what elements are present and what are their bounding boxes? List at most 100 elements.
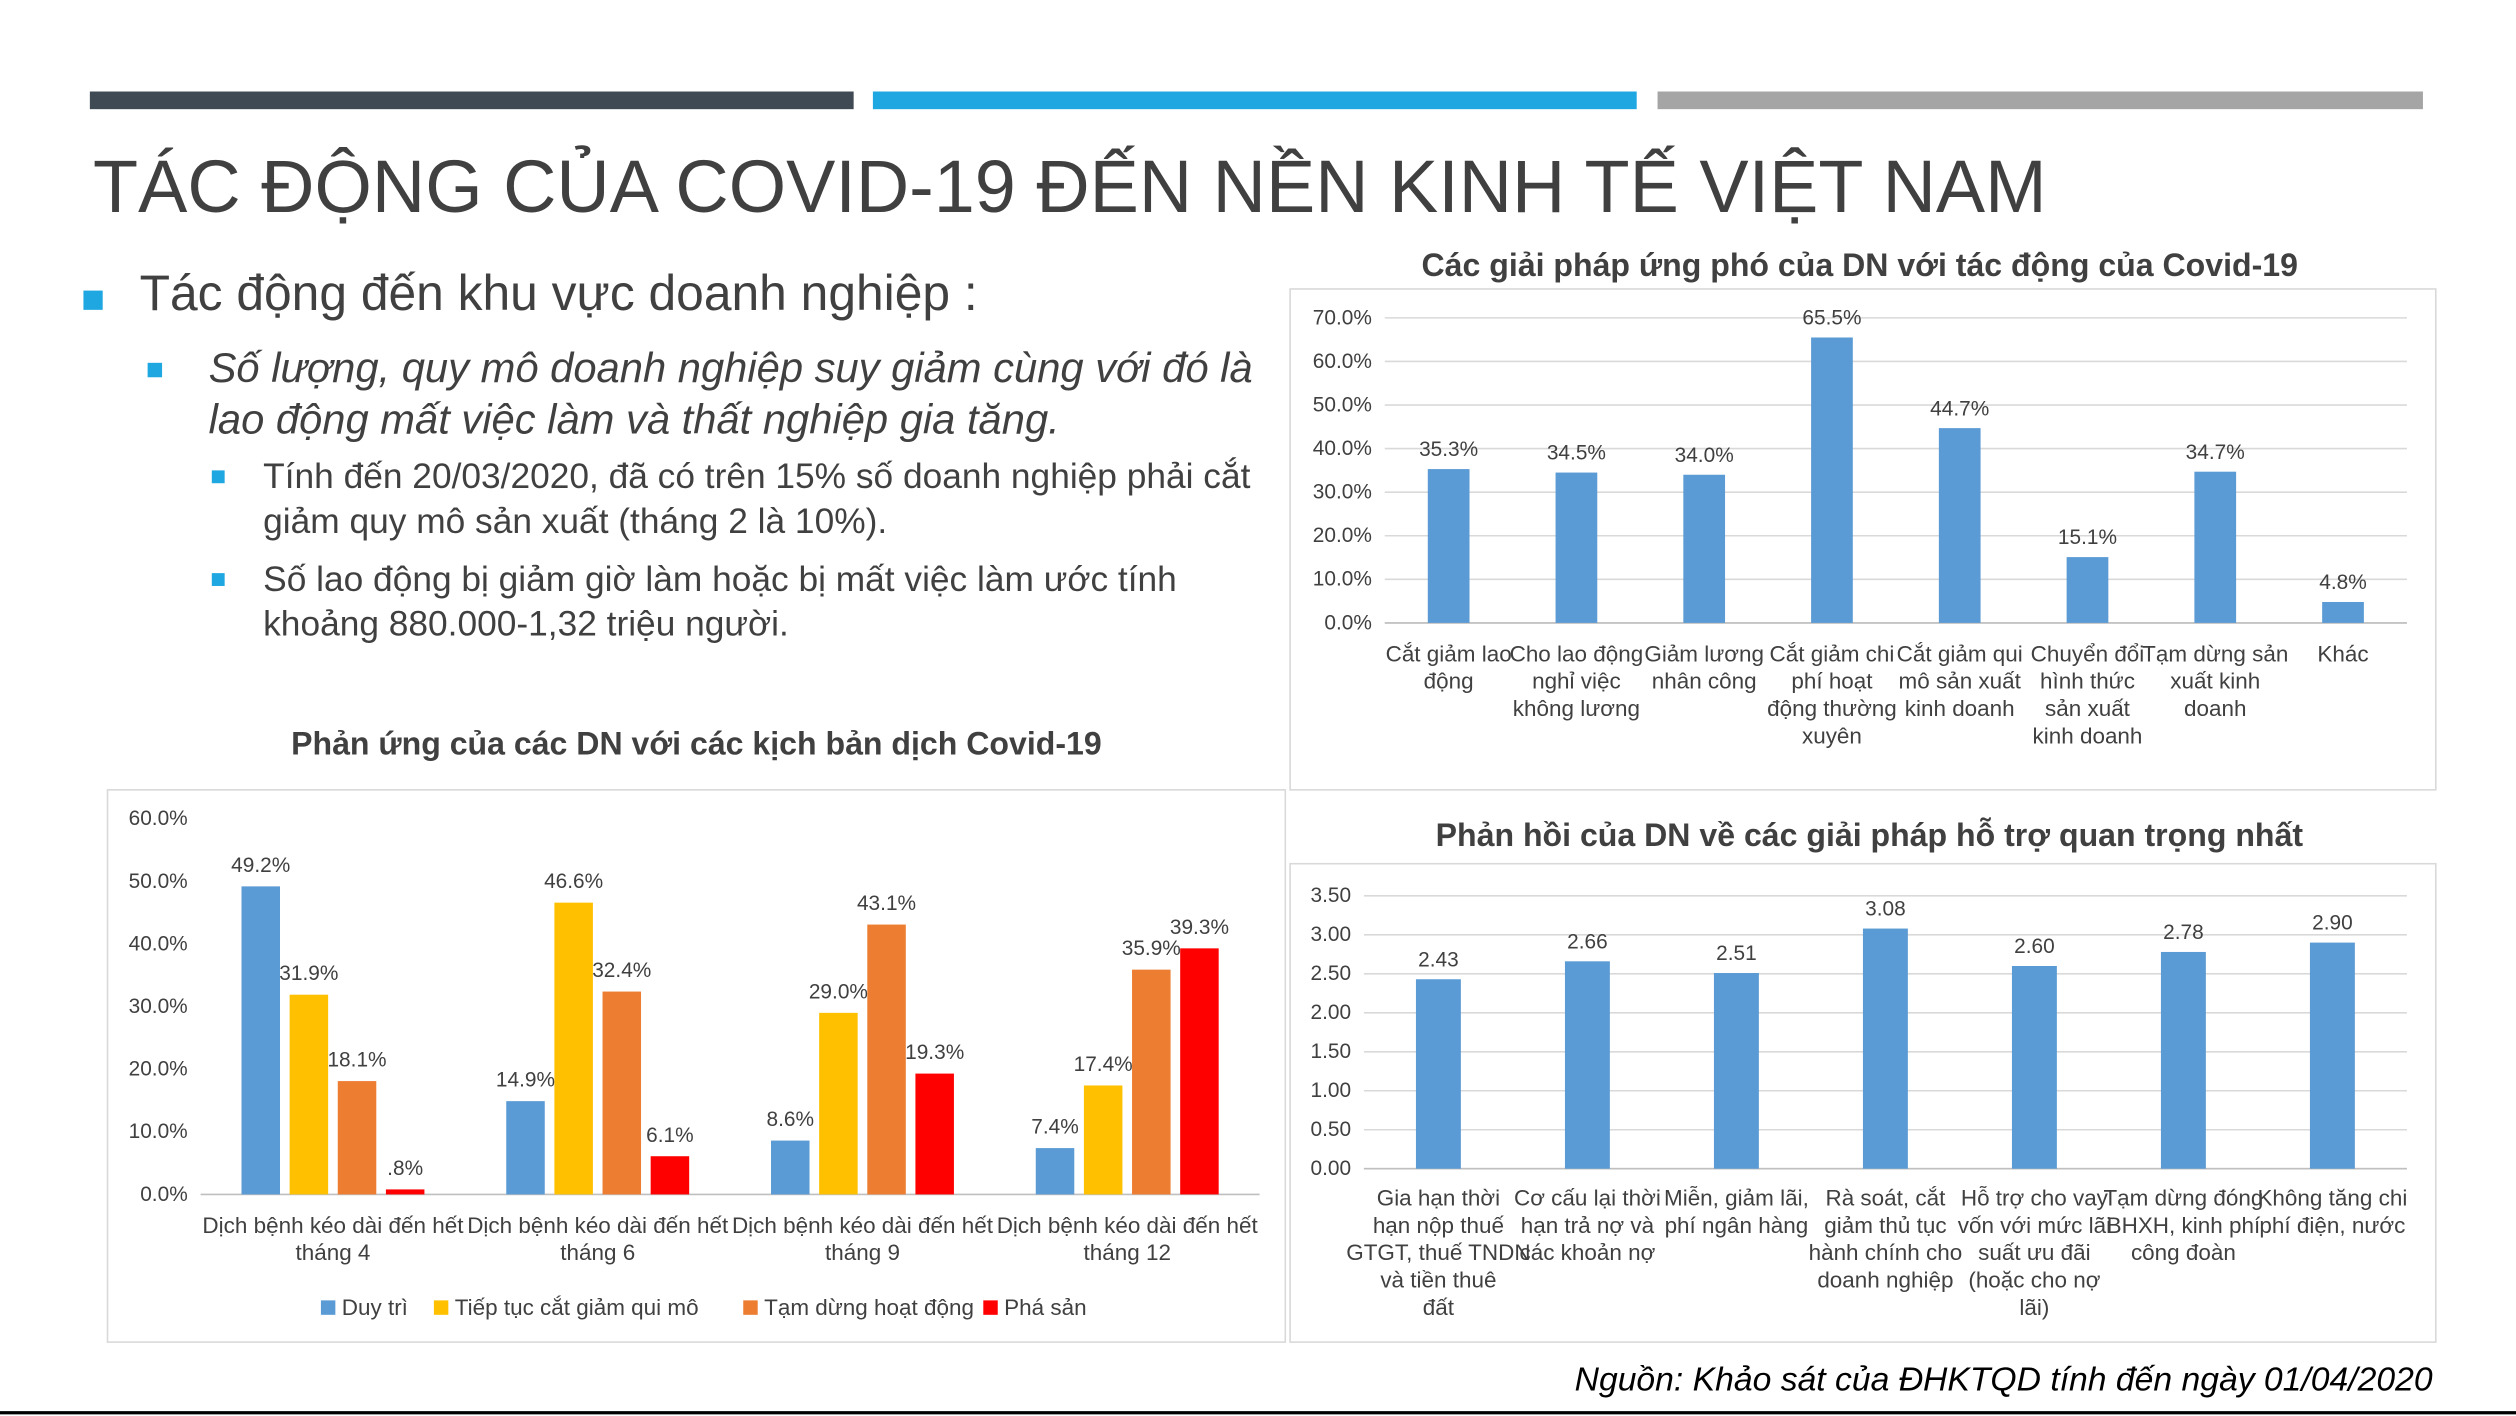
legend-label: Phá sản (1004, 1295, 1086, 1320)
bar (1035, 1148, 1075, 1195)
bar (819, 1012, 858, 1195)
y-tick-label: 1.50 (1310, 1040, 1351, 1063)
bar (2322, 601, 2364, 623)
chart-title: Phản hồi của DN về các giải pháp hỗ trợ … (1436, 817, 2304, 853)
bar (241, 886, 281, 1195)
bar (650, 1156, 690, 1195)
bar (289, 994, 329, 1195)
x-tick-label: Khác (2317, 641, 2368, 666)
y-tick-label: 60.0% (129, 807, 188, 830)
legend-label: Tạm dừng hoạt động (764, 1295, 974, 1320)
y-tick-label: 3.50 (1310, 884, 1351, 907)
data-label: 34.7% (2186, 441, 2245, 464)
data-label: 4.8% (2319, 571, 2367, 594)
data-label: 2.51 (1716, 942, 1757, 965)
chart-frame (106, 789, 1287, 1343)
bar (771, 1140, 810, 1195)
data-label: 2.90 (2312, 912, 2353, 935)
x-tick-label: Cho lao động nghỉ việc không lương (1510, 641, 1644, 721)
data-label: 2.78 (2163, 921, 2204, 944)
bar (337, 1081, 377, 1195)
chart-frame (1289, 288, 2437, 791)
data-label: 8.6% (766, 1108, 814, 1131)
slide-title: TÁC ĐỘNG CỦA COVID-19 ĐẾN NỀN KINH TẾ VI… (93, 145, 2047, 228)
header-bar (872, 91, 1637, 110)
data-label: 43.1% (857, 892, 916, 915)
bar (385, 1189, 425, 1195)
source-note: Nguồn: Khảo sát của ĐHKTQD tính đến ngày… (1574, 1361, 2433, 1399)
y-tick-label: 0.0% (1324, 611, 1372, 634)
bar (602, 991, 642, 1195)
bar (1938, 428, 1981, 623)
legend-label: Tiếp tục cắt giảm qui mô (455, 1295, 699, 1320)
data-label: 29.0% (809, 980, 868, 1003)
data-label: 2.60 (2014, 935, 2055, 958)
y-tick-label: 1.00 (1310, 1079, 1351, 1102)
data-label: 15.1% (2058, 526, 2117, 549)
legend-swatch (983, 1300, 998, 1315)
y-tick-label: 2.50 (1310, 962, 1351, 985)
x-tick-label: Gia hạn thời hạn nộp thuế GTGT, thuế TNDN v… (1346, 1186, 1530, 1320)
bar (506, 1101, 545, 1195)
data-label: 46.6% (544, 870, 603, 893)
bar (2066, 557, 2109, 623)
bar (915, 1073, 954, 1195)
data-label: 17.4% (1074, 1053, 1133, 1076)
x-tick-label: Dịch bệnh kéo dài đến hết tháng 12 (997, 1213, 1259, 1265)
data-label: 34.0% (1675, 444, 1734, 467)
x-tick-label: Dịch bệnh kéo dài đến hết tháng 9 (732, 1213, 994, 1265)
y-tick-label: 0.00 (1310, 1157, 1351, 1180)
data-label: 39.3% (1170, 916, 1229, 939)
bar (2309, 942, 2355, 1169)
bar (1415, 979, 1461, 1169)
data-label: 35.9% (1122, 937, 1181, 960)
y-tick-label: 50.0% (1313, 393, 1372, 416)
data-label: 7.4% (1031, 1116, 1079, 1139)
y-tick-label: 70.0% (1313, 306, 1372, 329)
data-label: 6.1% (646, 1124, 694, 1147)
data-label: 14.9% (496, 1069, 555, 1092)
bar (867, 924, 906, 1195)
bullet: Số lượng, quy mô doanh nghiệp suy giảm c… (80, 342, 1275, 445)
bar (1180, 948, 1219, 1195)
y-tick-label: 0.0% (140, 1183, 188, 1206)
legend-swatch (320, 1300, 336, 1315)
y-tick-label: 20.0% (129, 1058, 188, 1081)
bullet: Tác động đến khu vực doanh nghiệp : (80, 265, 1275, 323)
data-label: 18.1% (327, 1049, 386, 1072)
bar (1713, 973, 1759, 1169)
y-tick-label: 10.0% (129, 1120, 188, 1143)
data-label: 2.43 (1418, 948, 1459, 971)
chart-frame (1289, 862, 2437, 1343)
bar (1555, 472, 1598, 623)
bar (1564, 961, 1610, 1169)
y-tick-label: 3.00 (1310, 923, 1351, 946)
y-tick-label: 50.0% (129, 870, 188, 893)
bullet-list: Tác động đến khu vực doanh nghiệp : Số lư… (80, 265, 1275, 660)
data-label: .8% (387, 1157, 423, 1180)
y-tick-label: 2.00 (1310, 1001, 1351, 1024)
y-tick-label: 60.0% (1313, 350, 1372, 373)
y-tick-label: 10.0% (1313, 568, 1372, 591)
x-tick-label: Cơ cấu lại thời hạn trả nợ và các khoản nợ (1514, 1186, 1661, 1266)
bar (2194, 471, 2237, 623)
bullet: Tính đến 20/03/2020, đã có trên 15% số d… (80, 454, 1275, 544)
x-tick-label: Dịch bệnh kéo dài đến hết tháng 4 (202, 1213, 464, 1265)
legend-swatch (743, 1300, 758, 1315)
bar (1132, 969, 1171, 1195)
bar (2160, 951, 2206, 1169)
y-tick-label: 30.0% (1313, 481, 1372, 504)
bar (1083, 1085, 1123, 1195)
y-tick-label: 40.0% (1313, 437, 1372, 460)
data-label: 65.5% (1802, 307, 1861, 330)
data-label: 34.5% (1547, 442, 1606, 465)
y-tick-label: 40.0% (129, 932, 188, 955)
data-label: 44.7% (1930, 397, 1989, 420)
x-tick-label: Rà soát, cắt giảm thủ tục hành chính cho do… (1809, 1186, 1963, 1293)
x-tick-label: Tạm dừng đóng BHXH, kinh phí công đoàn (2103, 1186, 2263, 1266)
data-label: 19.3% (905, 1041, 964, 1064)
bar (1427, 469, 1470, 623)
legend-swatch (433, 1300, 449, 1315)
x-tick-label: Cắt giảm lao động (1386, 641, 1512, 693)
